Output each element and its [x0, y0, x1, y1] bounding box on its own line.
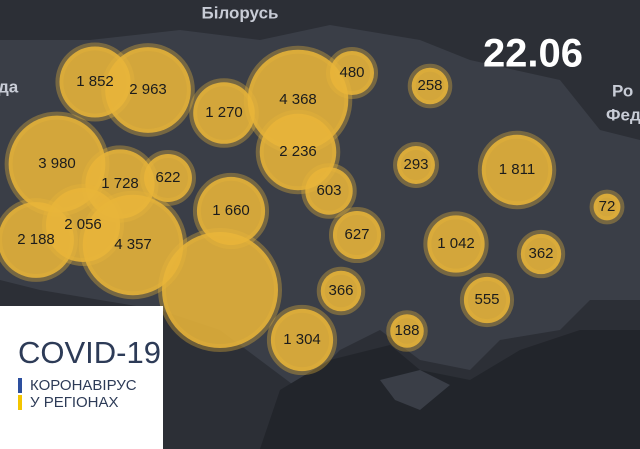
flag-blue: [18, 378, 22, 393]
bubble: [477, 130, 557, 210]
bubble-label: 1 270: [205, 104, 243, 121]
place-label: Білорусь: [202, 3, 279, 22]
flag-yellow: [18, 395, 22, 410]
bubble: [516, 229, 566, 279]
bubble-label: 362: [528, 245, 553, 262]
bubble: [140, 150, 196, 206]
legend-title: COVID-19: [18, 335, 161, 370]
bubble: [325, 46, 379, 100]
bubble: [101, 43, 195, 137]
sea: [260, 330, 640, 449]
bubble-label: 1 852: [76, 73, 114, 90]
bubble-label: 258: [417, 77, 442, 94]
bubble: [328, 206, 386, 264]
bubble-label: 4 357: [114, 236, 152, 253]
legend-box: [0, 306, 163, 449]
bubble: [316, 266, 366, 316]
bubble: [78, 190, 188, 300]
date: 22.06: [483, 32, 583, 76]
place-label: Фед: [606, 105, 640, 124]
legend-line: КОРОНАВІРУС: [30, 377, 137, 394]
bubble-label: 2 236: [279, 143, 317, 160]
bubble-label: 293: [403, 156, 428, 173]
bubble-label: 1 304: [283, 331, 321, 348]
legend-line: У РЕГІОНАХ: [30, 394, 119, 411]
bubble-label: 366: [328, 282, 353, 299]
bubble-label: 2 188: [17, 231, 55, 248]
bubble-label: 3 980: [38, 155, 76, 172]
bubble: [386, 310, 428, 352]
bubble: [459, 272, 515, 328]
bubbles: 1 852 2 963 1 270 4 368 2 236 480 258 3 980 1 72…: [0, 42, 625, 376]
bubble: [393, 142, 439, 188]
bubble-label: 2 056: [64, 216, 102, 233]
bubble-label: 555: [474, 291, 499, 308]
bubble-label: 1 728: [101, 175, 139, 192]
bubble-label: 1 660: [212, 202, 250, 219]
bubble-label: 4 368: [279, 91, 317, 108]
bubble: [407, 63, 453, 109]
place-label: да: [0, 77, 19, 96]
bubble: [589, 189, 625, 225]
bubble-label: 627: [344, 226, 369, 243]
bubble: [266, 304, 338, 376]
bubble-label: 188: [394, 322, 419, 339]
bubble-label: 2 963: [129, 81, 167, 98]
bubble-label: 603: [316, 182, 341, 199]
bubble-label: 72: [599, 198, 616, 215]
bubble: [423, 211, 489, 277]
bubble-label: 480: [339, 64, 364, 81]
peninsula: [380, 370, 450, 410]
bubble-label: 622: [155, 169, 180, 186]
bubble: [192, 172, 270, 250]
place-label: Ро: [612, 81, 633, 100]
bubble: [301, 163, 357, 219]
bubble-label: 1 042: [437, 235, 475, 252]
bubble-label: 1 811: [499, 161, 535, 178]
